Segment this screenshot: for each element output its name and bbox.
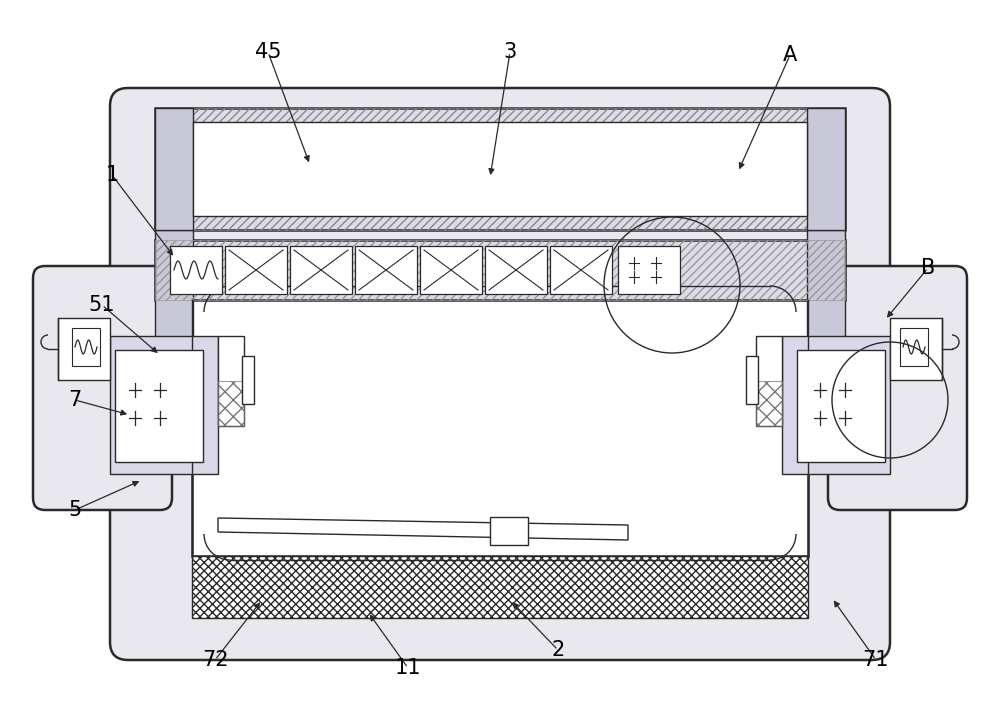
FancyBboxPatch shape xyxy=(828,266,967,510)
Bar xyxy=(807,108,845,230)
Bar xyxy=(756,381,782,426)
Text: 1: 1 xyxy=(105,165,119,185)
Text: 51: 51 xyxy=(89,295,115,315)
Bar xyxy=(900,328,928,366)
Text: 5: 5 xyxy=(68,500,82,520)
FancyBboxPatch shape xyxy=(110,88,890,660)
Bar xyxy=(193,122,807,216)
FancyBboxPatch shape xyxy=(33,266,172,510)
Bar xyxy=(115,350,203,462)
Bar xyxy=(420,246,482,294)
Bar xyxy=(618,246,680,294)
Bar xyxy=(746,356,758,404)
Text: 71: 71 xyxy=(863,650,889,670)
Polygon shape xyxy=(218,518,628,540)
Bar xyxy=(110,336,218,474)
Bar xyxy=(155,108,845,230)
Bar xyxy=(155,240,845,300)
Bar xyxy=(490,517,528,545)
Text: 72: 72 xyxy=(202,650,228,670)
Bar xyxy=(355,246,417,294)
Bar xyxy=(155,108,193,230)
Bar xyxy=(756,336,782,426)
Bar xyxy=(485,246,547,294)
Bar xyxy=(242,356,254,404)
Bar xyxy=(155,108,845,230)
Bar xyxy=(192,288,808,556)
Text: B: B xyxy=(921,258,935,278)
Bar xyxy=(218,381,244,426)
Text: 11: 11 xyxy=(395,658,421,678)
Bar xyxy=(58,318,110,380)
Bar xyxy=(218,336,244,426)
Bar xyxy=(782,336,890,474)
Bar xyxy=(290,246,352,294)
Text: 2: 2 xyxy=(551,640,565,660)
Bar xyxy=(890,318,942,380)
Bar xyxy=(155,230,193,430)
Bar xyxy=(225,246,287,294)
Bar xyxy=(550,246,612,294)
Bar xyxy=(807,230,845,430)
Text: A: A xyxy=(783,45,797,65)
Text: 7: 7 xyxy=(68,390,82,410)
Bar xyxy=(155,240,845,300)
Bar xyxy=(72,328,100,366)
Bar xyxy=(170,246,222,294)
Bar xyxy=(797,350,885,462)
Bar xyxy=(192,556,808,618)
Text: 3: 3 xyxy=(503,42,517,62)
Text: 45: 45 xyxy=(255,42,281,62)
